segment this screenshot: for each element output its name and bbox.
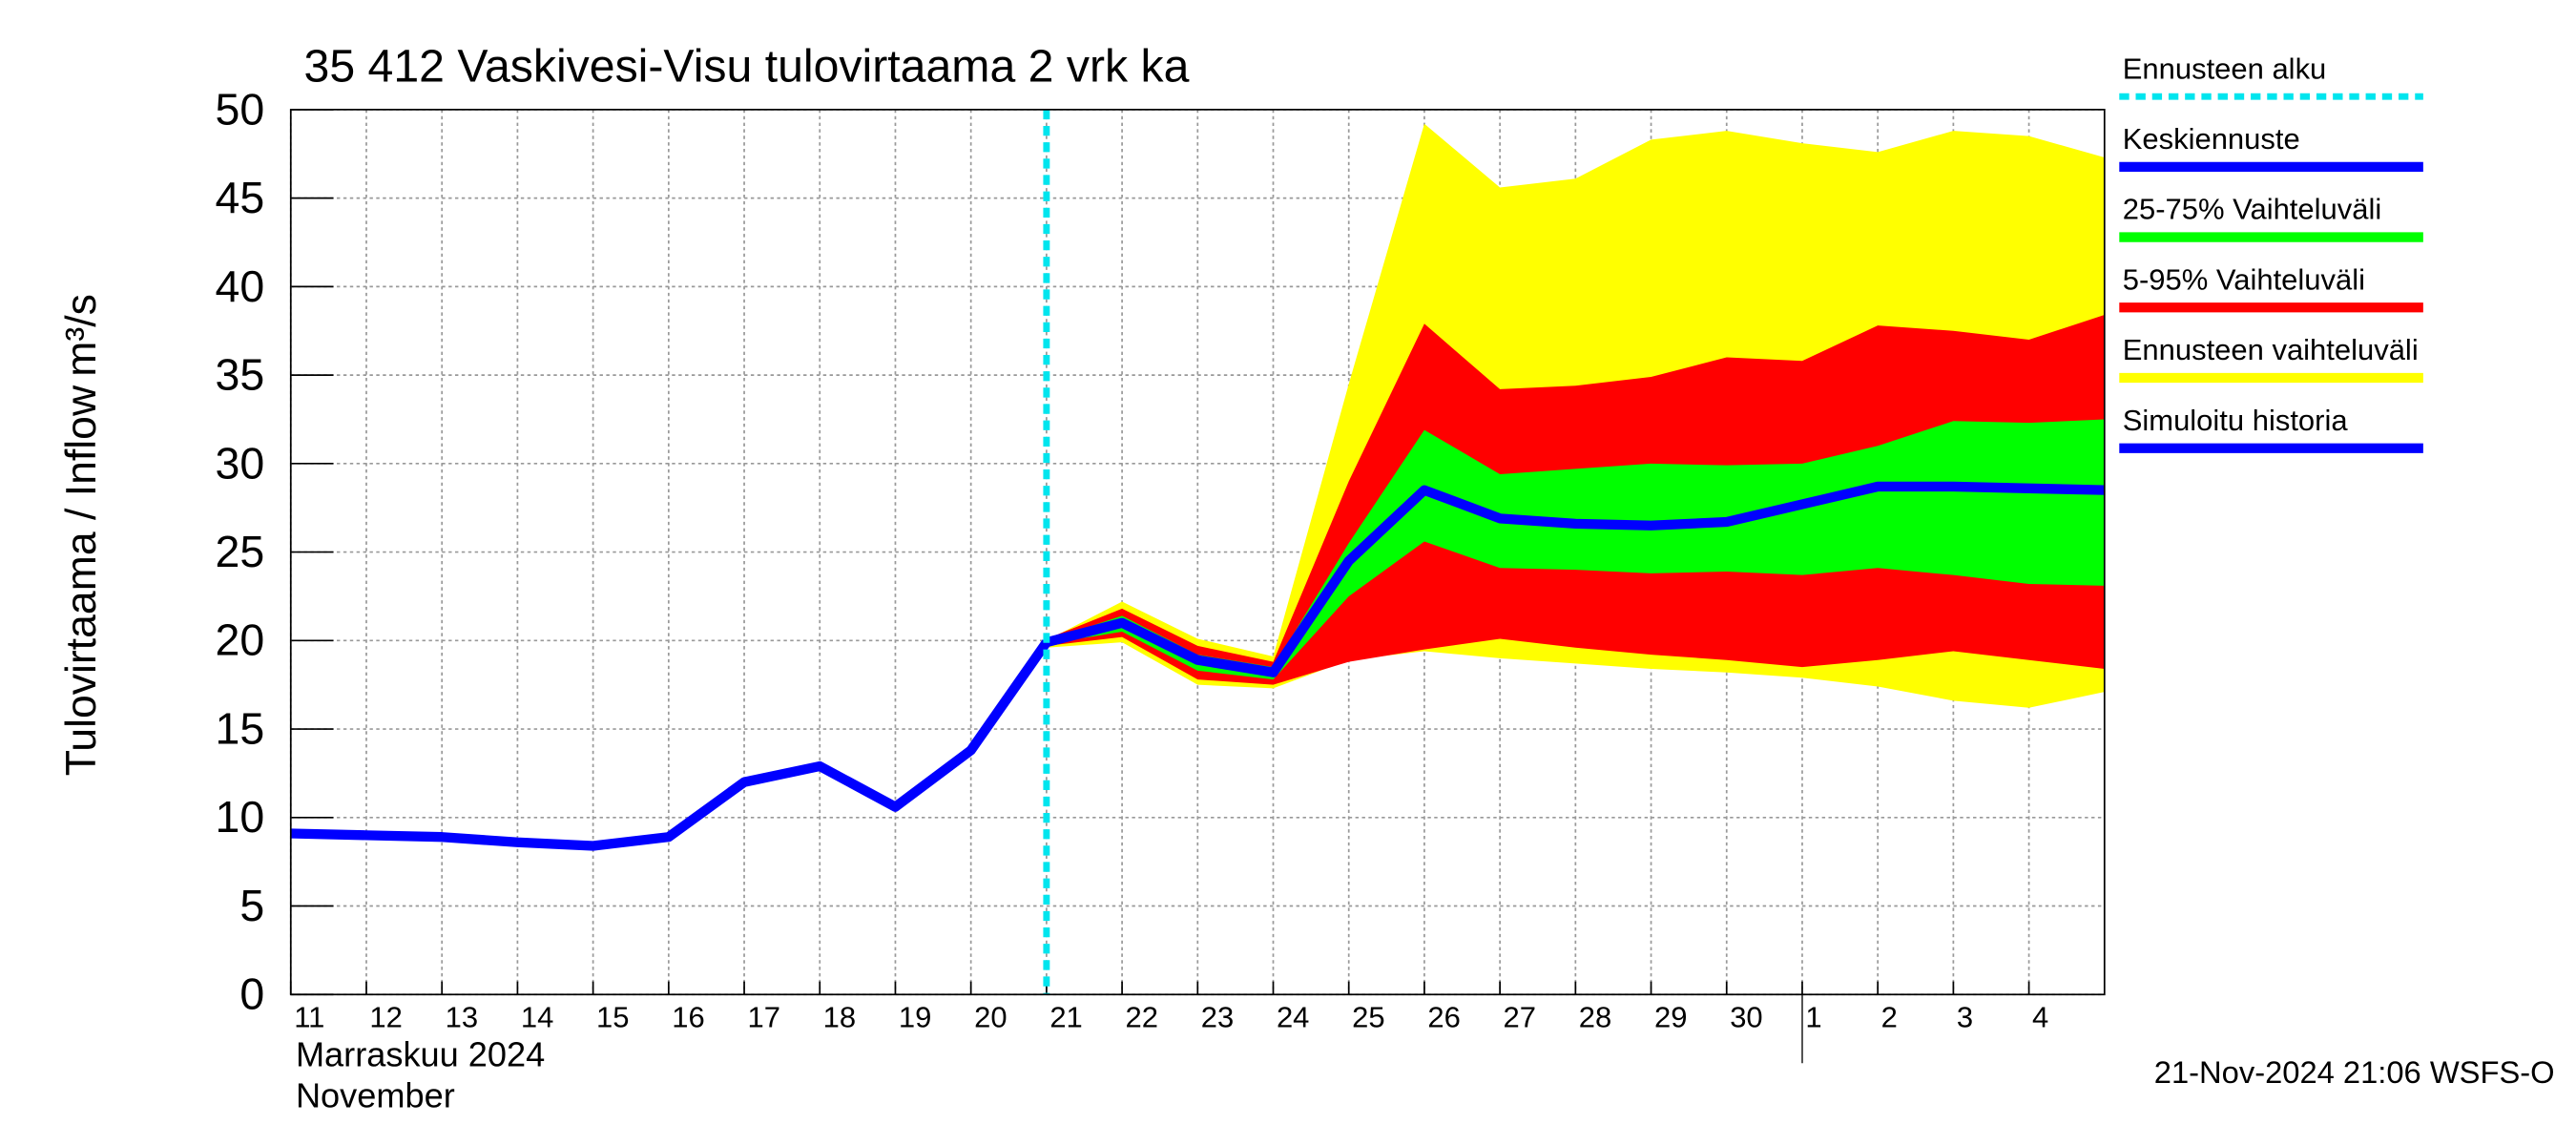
- legend-label: Ennusteen alku: [2123, 52, 2327, 85]
- x-tick-label: 12: [369, 1001, 402, 1034]
- x-tick-label: 1: [1805, 1001, 1821, 1034]
- y-tick-label: 30: [216, 438, 265, 488]
- x-tick-label: 29: [1654, 1001, 1687, 1034]
- x-tick-label: 11: [294, 1001, 324, 1034]
- x-tick-label: 30: [1730, 1001, 1762, 1034]
- legend-label: 5-95% Vaihteluväli: [2123, 262, 2365, 296]
- x-tick-label: 19: [899, 1001, 931, 1034]
- x-tick-label: 16: [672, 1001, 704, 1034]
- y-tick-label: 45: [216, 173, 265, 222]
- y-tick-label: 5: [239, 881, 264, 930]
- x-tick-label: 22: [1126, 1001, 1158, 1034]
- legend-label: 25-75% Vaihteluväli: [2123, 193, 2381, 226]
- x-tick-label: 15: [596, 1001, 629, 1034]
- y-tick-label: 15: [216, 704, 265, 754]
- x-tick-label: 13: [446, 1001, 478, 1034]
- legend-label: Simuloitu historia: [2123, 404, 2349, 437]
- x-tick-label: 2: [1881, 1001, 1898, 1034]
- legend-label: Keskiennuste: [2123, 122, 2300, 156]
- line: [290, 639, 1051, 851]
- y-tick-label: 10: [216, 792, 265, 842]
- plot-frame: [289, 109, 2106, 996]
- x-tick-label: 20: [974, 1001, 1007, 1034]
- y-axis-unit: m³/s: [58, 294, 105, 377]
- x-tick-label: 26: [1427, 1001, 1460, 1034]
- chart-title: 35 412 Vaskivesi-Visu tulovirtaama 2 vrk…: [304, 41, 1190, 93]
- x-axis-label: November: [296, 1076, 455, 1115]
- line: [1045, 481, 2105, 677]
- x-tick-label: 28: [1579, 1001, 1611, 1034]
- footer: 21-Nov-2024 21:06 WSFS-O: [2154, 1054, 2555, 1090]
- y-tick-label: 40: [216, 261, 265, 311]
- y-tick-label: 35: [216, 350, 265, 400]
- x-tick-label: 27: [1504, 1001, 1536, 1034]
- x-tick-label: 18: [823, 1001, 856, 1034]
- y-tick-label: 20: [216, 615, 265, 665]
- x-tick-label: 4: [2032, 1001, 2048, 1034]
- x-tick-label: 3: [1957, 1001, 1973, 1034]
- x-tick-label: 25: [1352, 1001, 1384, 1034]
- x-tick-label: 24: [1277, 1001, 1309, 1034]
- y-tick-label: 50: [216, 84, 265, 134]
- x-tick-label: 17: [747, 1001, 779, 1034]
- x-tick-label: 23: [1201, 1001, 1234, 1034]
- x-tick-label: 14: [521, 1001, 553, 1034]
- x-tick-label: 21: [1049, 1001, 1082, 1034]
- y-tick-label: 0: [239, 969, 264, 1019]
- legend-label: Ennusteen vaihteluväli: [2123, 333, 2419, 366]
- x-axis-label: Marraskuu 2024: [296, 1035, 545, 1074]
- y-tick-label: 25: [216, 527, 265, 576]
- y-axis-label: Tulovirtaama / Inflow: [58, 385, 105, 776]
